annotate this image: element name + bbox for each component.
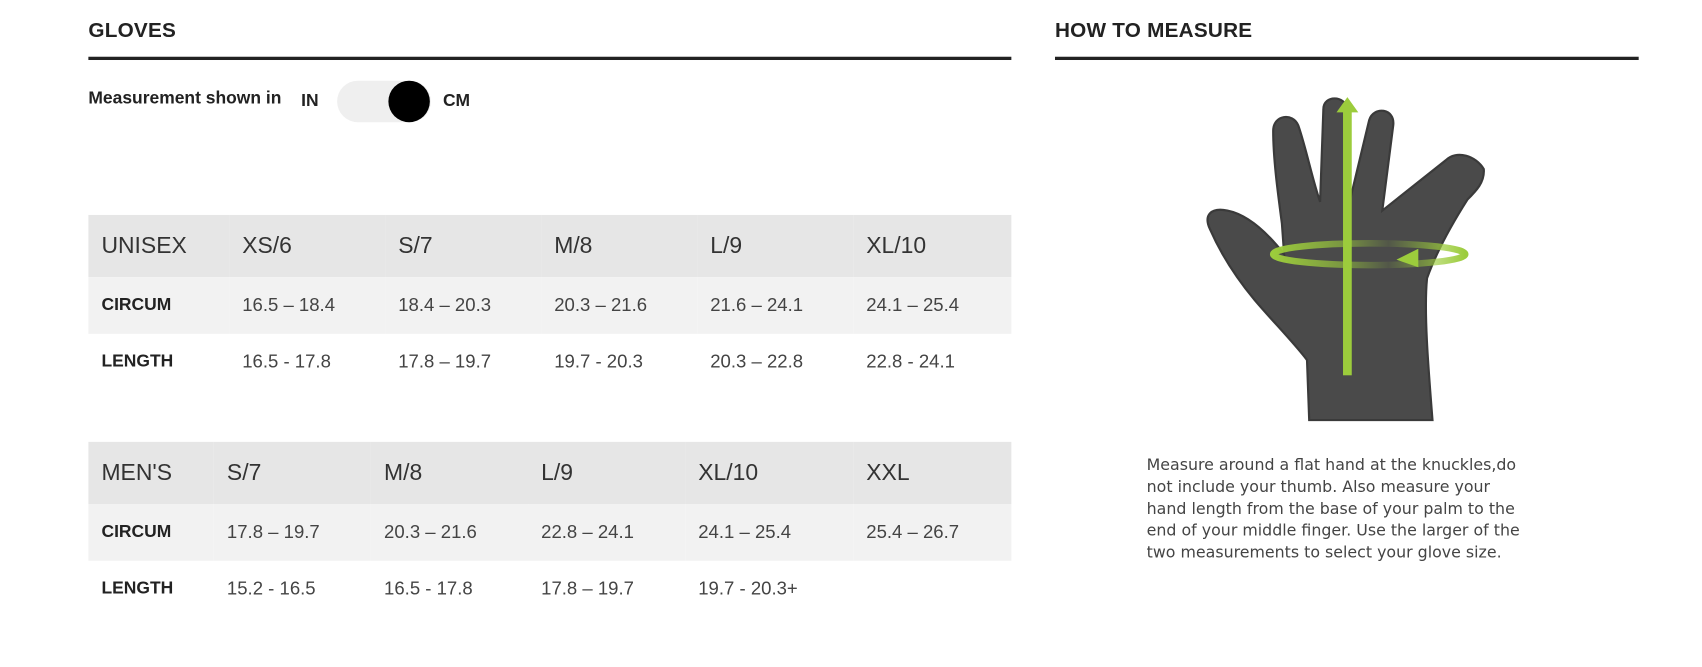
title-rule xyxy=(1054,56,1639,61)
size-cell: 16.5 - 17.8 xyxy=(384,578,473,599)
header-cell: XL/10 xyxy=(685,441,854,505)
header-cell: L/9 xyxy=(528,441,686,505)
size-cell: 22.8 - 24.1 xyxy=(866,351,955,373)
row-label: CIRCUM xyxy=(88,504,214,561)
unit-option[interactable]: IN xyxy=(301,91,319,111)
header-cell: XL/10 xyxy=(853,214,1012,278)
header-cell: L/9 xyxy=(697,214,854,278)
size-cell: 18.4 – 20.3 xyxy=(385,277,542,334)
header-cell: S/7 xyxy=(385,214,542,278)
size-cell: 15.2 - 16.5 xyxy=(226,578,316,599)
size-cell: 24.1 – 25.4 xyxy=(853,277,1012,334)
measure-instructions: Measure around a flat hand at the knuckl… xyxy=(1146,457,1520,562)
size-cell: 21.6 – 24.1 xyxy=(697,277,854,334)
size-cell: 16.5 - 17.8 xyxy=(242,351,331,373)
size-table: UNISEX XS/6 S/7 M/8 L/9 XL/10 CIRCUM 16.5 – 18.… xyxy=(88,214,1012,391)
toggle-knob xyxy=(388,80,430,123)
table-body: CIRCUM 17.8 – 19.7 20.3 – 21.6 22.8 – 24.1 2… xyxy=(88,504,1012,618)
header-cell: XS/6 xyxy=(229,214,386,278)
toggle-label: Measurement shown in xyxy=(88,89,282,109)
size-row: LENGTH 16.5 - 17.8 17.8 – 19.7 19.7 - 20.3 2… xyxy=(88,334,1011,391)
header-cell: XXL xyxy=(853,441,1012,505)
size-cell: 19.7 - 20.3 xyxy=(554,351,643,373)
size-cell: 16.5 – 18.4 xyxy=(229,277,386,334)
empty-cell xyxy=(853,561,1011,618)
size-cell: 22.8 – 24.1 xyxy=(528,504,686,561)
size-row: LENGTH 15.2 - 16.5 16.5 - 17.8 17.8 – 19.7 1… xyxy=(88,561,1011,618)
section-title: HOW TO MEASURE xyxy=(1054,19,1253,43)
size-row: CIRCUM 17.8 – 19.7 20.3 – 21.6 22.8 – 24.1 2… xyxy=(88,504,1012,561)
header-row: MEN'S S/7 M/8 L/9 XL/10 XXL xyxy=(88,441,1012,505)
size-cell: 17.8 – 19.7 xyxy=(213,504,371,561)
title-rule xyxy=(88,56,1012,61)
size-cell: 25.4 – 26.7 xyxy=(853,504,1012,561)
header-cell: S/7 xyxy=(213,441,371,505)
size-cell: 24.1 – 25.4 xyxy=(685,504,854,561)
header-row: UNISEX XS/6 S/7 M/8 L/9 XL/10 xyxy=(88,214,1012,278)
size-cell: 19.7 - 20.3+ xyxy=(698,578,798,599)
size-cell: 20.3 – 22.8 xyxy=(710,351,804,373)
size-table: MEN'S S/7 M/8 L/9 XL/10 XXL CIRCUM 17.8 – 19.7 2… xyxy=(88,441,1012,618)
section-title: GLOVES xyxy=(88,19,177,43)
table-head: MEN'S S/7 M/8 L/9 XL/10 XXL xyxy=(88,441,1012,505)
header-cell: MEN'S xyxy=(88,441,214,505)
row-label: CIRCUM xyxy=(88,277,230,334)
unit-option[interactable]: CM xyxy=(442,91,471,111)
header-cell: M/8 xyxy=(541,214,698,278)
size-cell: 17.8 – 19.7 xyxy=(541,578,634,599)
header-cell: M/8 xyxy=(370,441,529,505)
size-cell: 20.3 – 21.6 xyxy=(370,504,529,561)
row-label: LENGTH xyxy=(101,352,174,371)
header-cell: UNISEX xyxy=(88,214,230,278)
row-label: LENGTH xyxy=(101,579,174,598)
table-body: CIRCUM 16.5 – 18.4 18.4 – 20.3 20.3 – 21.6 2… xyxy=(88,277,1012,391)
size-cell: 20.3 – 21.6 xyxy=(541,277,698,334)
hand-illustration xyxy=(1206,97,1485,422)
size-cell: 17.8 – 19.7 xyxy=(398,351,492,373)
size-row: CIRCUM 16.5 – 18.4 18.4 – 20.3 20.3 – 21.6 2… xyxy=(88,277,1012,334)
table-head: UNISEX XS/6 S/7 M/8 L/9 XL/10 xyxy=(88,214,1012,278)
